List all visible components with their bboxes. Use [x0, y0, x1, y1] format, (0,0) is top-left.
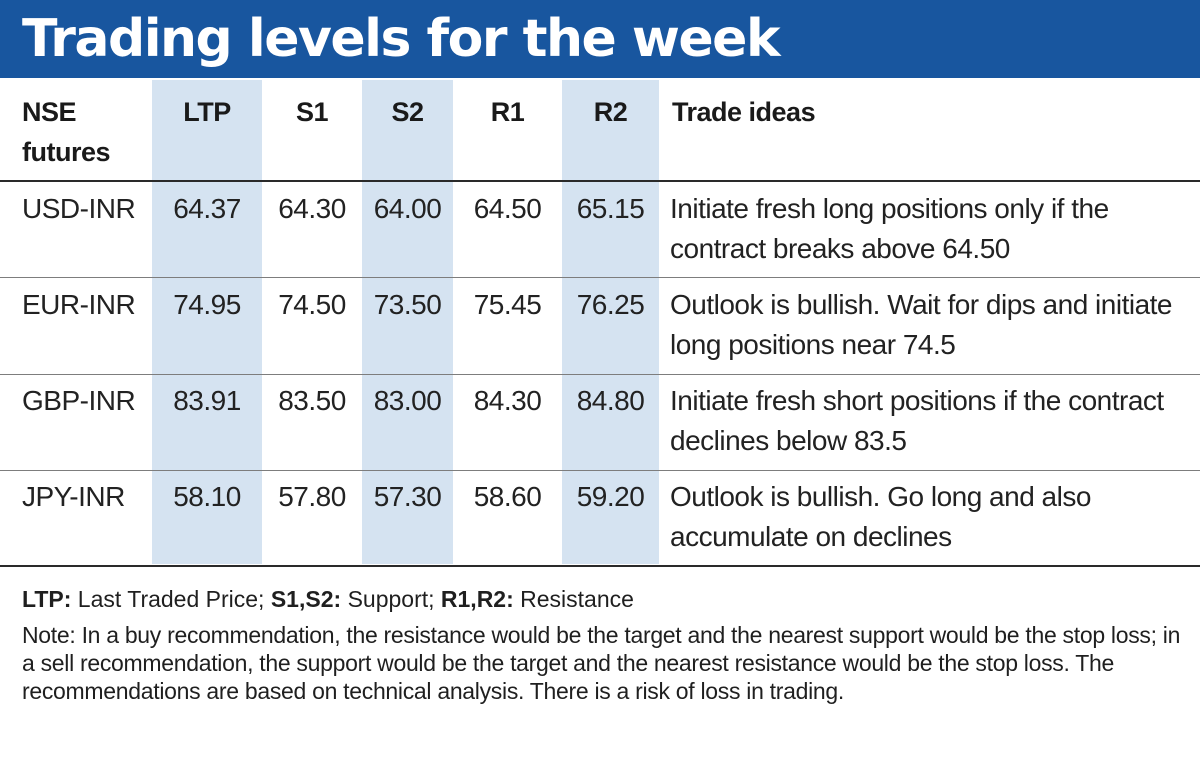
row-divider: [0, 470, 1200, 471]
disclaimer-note: Note: In a buy recommendation, the resis…: [22, 622, 1181, 704]
ltp-column-shade: [152, 80, 262, 564]
header-contract-line1: NSE: [22, 97, 77, 127]
row-s1: 64.30: [278, 193, 346, 224]
row-ltp: 83.91: [173, 385, 241, 416]
header-trade-ideas: Trade ideas: [672, 97, 816, 127]
row-ltp: 74.95: [173, 289, 241, 320]
row-trade-idea: Initiate fresh long positions only if th…: [670, 193, 1109, 264]
row-ltp: 58.10: [173, 481, 241, 512]
row-trade-idea: Initiate fresh short positions if the co…: [670, 385, 1164, 456]
row-s2: 83.00: [373, 385, 442, 416]
legend-ltp-key: LTP:: [22, 586, 72, 612]
row-r1: 58.60: [473, 481, 542, 512]
row-r2: 65.15: [576, 193, 645, 224]
header-s1: S1: [295, 97, 329, 127]
chart-title: Trading levels for the week: [22, 9, 781, 69]
row-r1: 75.45: [473, 289, 542, 320]
legend: LTP: Last Traded Price; S1,S2: Support; …: [22, 583, 1192, 615]
row-contract: EUR-INR: [22, 289, 136, 320]
header-contract-line2: futures: [22, 137, 111, 167]
header-r2: R2: [593, 97, 628, 127]
legend-ltp-text: Last Traded Price;: [77, 586, 265, 612]
header-ltp: LTP: [183, 97, 231, 127]
row-s2: 64.00: [373, 193, 442, 224]
s2-column-shade: [362, 80, 453, 564]
row-s1: 74.50: [278, 289, 346, 320]
row-r1: 84.30: [473, 385, 542, 416]
title-bar: Trading levels for the week: [0, 0, 1200, 78]
legend-resistance-key: R1,R2:: [440, 586, 514, 612]
header-s2: S2: [391, 97, 424, 127]
row-r1: 64.50: [473, 193, 542, 224]
header-divider: [0, 180, 1200, 182]
row-s1: 83.50: [278, 385, 346, 416]
row-trade-idea: Outlook is bullish. Wait for dips and in…: [670, 289, 1173, 360]
row-contract: USD-INR: [22, 193, 136, 224]
row-contract: GBP-INR: [22, 385, 136, 416]
row-s1: 57.80: [278, 481, 346, 512]
legend-support-text: Support;: [347, 586, 435, 612]
row-r2: 59.20: [576, 481, 645, 512]
row-trade-idea: Outlook is bullish. Go long and also acc…: [670, 481, 1091, 552]
header-r1: R1: [490, 97, 525, 127]
row-s2: 57.30: [373, 481, 442, 512]
legend-resistance-text: Resistance: [520, 586, 634, 612]
row-divider: [0, 277, 1200, 278]
table-bottom-border: [0, 565, 1200, 567]
legend-support-key: S1,S2:: [270, 586, 342, 612]
row-contract: JPY-INR: [22, 481, 125, 512]
row-s2: 73.50: [373, 289, 442, 320]
row-divider: [0, 374, 1200, 375]
row-r2: 84.80: [576, 385, 645, 416]
row-ltp: 64.37: [173, 193, 241, 224]
row-r2: 76.25: [576, 289, 645, 320]
r2-column-shade: [562, 80, 659, 564]
